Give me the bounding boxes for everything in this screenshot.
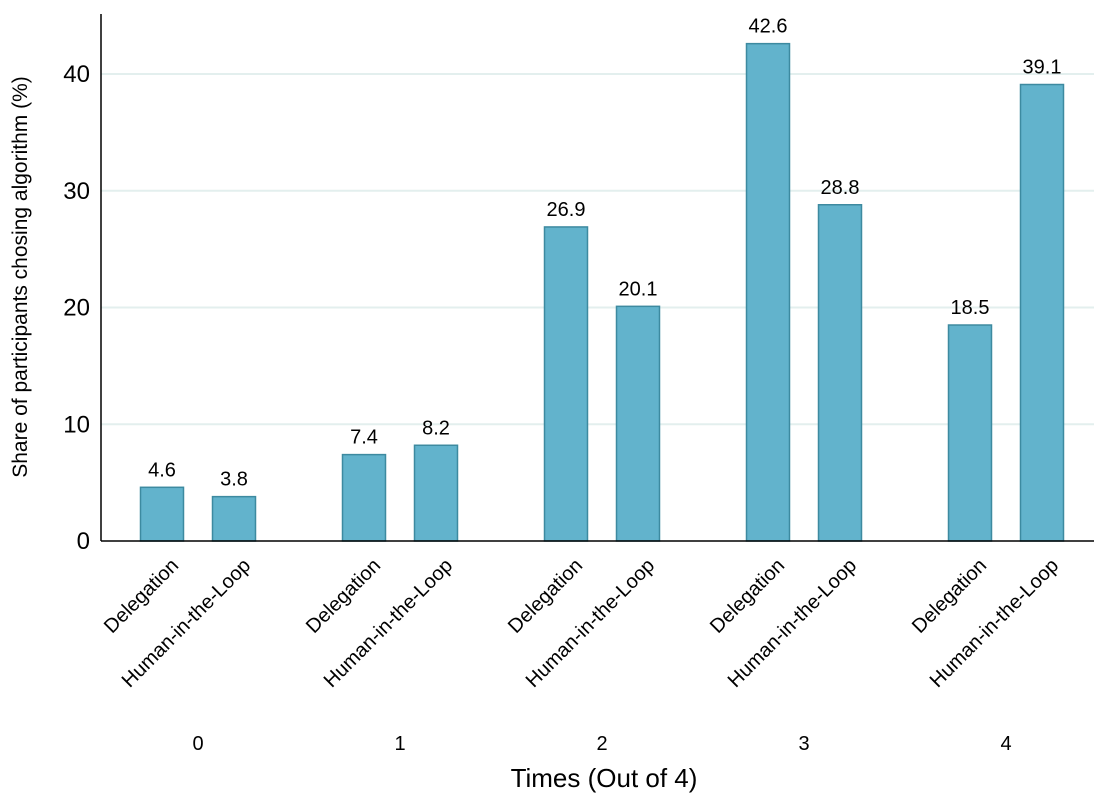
bar-1-delegation [341,453,387,542]
bar-0-delegation [139,486,185,542]
bar-3-human-in-the-loop [817,204,863,542]
x-axis-title: Times (Out of 4) [511,763,698,793]
group-label: 3 [798,733,809,755]
group-label: 0 [192,733,203,755]
bar-value-label: 42.6 [749,16,788,38]
bar-value-label: 3.8 [220,469,248,491]
y-tick-label: 30 [63,178,90,205]
category-label: Human-in-the-Loop [118,555,255,692]
bar-value-label: 18.5 [951,297,990,319]
group-label: 1 [394,733,405,755]
category-label: Human-in-the-Loop [320,555,457,692]
y-tick-label: 0 [77,528,90,555]
y-tick-label: 20 [63,295,90,322]
bar-4-delegation [947,324,993,542]
axes [100,14,1094,542]
group-label: 4 [1000,733,1011,755]
bar-value-label: 8.2 [422,417,450,439]
y-tick-label: 10 [63,411,90,438]
bar-1-human-in-the-loop [413,444,459,542]
category-label: Human-in-the-Loop [724,555,861,692]
bar-3-delegation [745,42,791,542]
bar-value-label: 39.1 [1023,57,1062,79]
bar-4-human-in-the-loop [1019,83,1065,542]
bar-2-human-in-the-loop [615,305,661,542]
bar-value-label: 7.4 [350,427,378,449]
bar-value-label: 20.1 [619,278,658,300]
bar-value-label: 28.8 [821,177,860,199]
bars [139,42,1065,542]
bar-0-human-in-the-loop [211,495,257,542]
bar-value-label: 26.9 [547,199,586,221]
category-label: Human-in-the-Loop [522,555,659,692]
bar-2-delegation [543,226,589,542]
y-tick-label: 40 [63,61,90,88]
bar-value-label: 4.6 [148,459,176,481]
gridlines [101,73,1094,426]
category-label: Human-in-the-Loop [926,555,1063,692]
group-label: 2 [596,733,607,755]
y-axis-title: Share of participants chosing algorithm … [9,76,32,478]
